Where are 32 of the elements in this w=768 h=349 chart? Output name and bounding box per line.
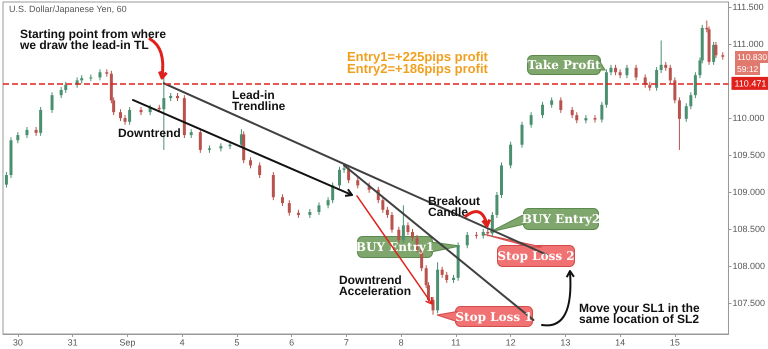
- x-tick-label: 8: [398, 338, 404, 348]
- y-tick-label: 108.500: [732, 224, 766, 234]
- x-tick-label: 31: [68, 338, 78, 348]
- annotation: Starting point from where we draw the lead-in TL: [20, 27, 166, 52]
- x-tick-label: 11: [451, 338, 461, 348]
- annotation: Downtrend Acceleration: [339, 273, 412, 298]
- text: 59:12: [735, 63, 760, 75]
- annotation: Lead-in Trendline: [232, 88, 286, 113]
- y-tick-label: 110.000: [732, 113, 764, 124]
- annotation: Move your SL1 in the same location of SL2: [579, 301, 700, 326]
- y-tick-label: 111.000: [732, 39, 764, 50]
- annotation: BUY Entry2: [522, 208, 600, 230]
- y-tick-label: 111.500: [732, 2, 764, 12]
- y-tick-label: 109.000: [732, 187, 766, 198]
- x-tick-label: 14: [615, 338, 626, 348]
- x-tick-label: 12: [506, 338, 516, 348]
- ref-line-label: 110.471: [734, 78, 766, 88]
- x-tick-label: Sep: [119, 338, 136, 348]
- text: 110.830: [735, 51, 768, 63]
- y-tick-label: 109.500: [732, 150, 766, 160]
- x-tick-label: 30: [12, 338, 23, 348]
- y-tick-label: 108.000: [732, 260, 766, 271]
- x-tick-label: 6: [289, 338, 294, 348]
- x-tick-label: 4: [180, 338, 185, 348]
- annotation: Stop Loss 2: [497, 245, 575, 267]
- y-tick-label: 107.500: [732, 298, 766, 308]
- chart-title: U.S. Dollar/Japanese Yen, 60: [8, 4, 128, 14]
- x-tick-label: 13: [560, 338, 570, 348]
- annotation: Entry1=+225pips profit Entry2=+186pips profit: [347, 49, 488, 76]
- x-tick-label: 5: [234, 338, 240, 348]
- x-tick-label: 15: [670, 338, 680, 348]
- x-tick-label: 7: [344, 338, 349, 348]
